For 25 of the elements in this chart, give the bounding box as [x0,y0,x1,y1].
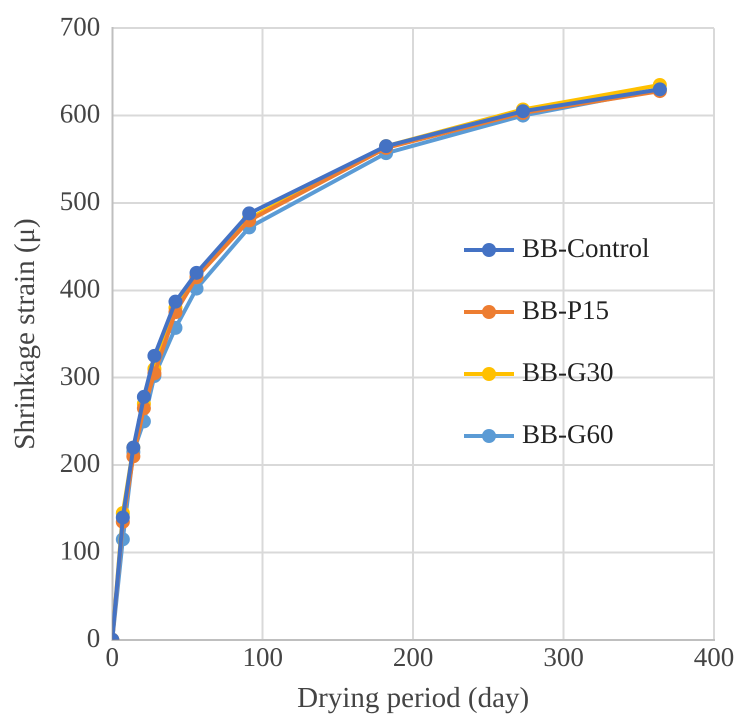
y-tick-label: 500 [60,186,100,216]
point [147,348,162,363]
point [242,206,256,220]
legend-label: BB-P15 [522,295,610,326]
legend-label: BB-Control [522,233,650,264]
y-tick-label: 0 [86,622,100,653]
x-axis-title: Drying period (day) [297,682,530,714]
point [136,390,151,404]
x-tick-label: 300 [543,642,584,672]
y-axis-title: Shrinkage strain (μ) [9,218,42,450]
x-tick-label: 0 [106,642,120,672]
y-tick-label: 100 [60,536,100,566]
point [168,294,182,309]
x-tick-label: 400 [694,642,734,672]
point [116,510,130,524]
point [190,266,204,280]
legend-label: BB-G30 [522,357,614,388]
y-tick-label: 300 [60,360,100,391]
y-tick-label: 200 [60,448,100,478]
x-tick-label: 200 [392,642,434,672]
y-tick-label: 400 [60,273,100,304]
y-tick-label: 600 [60,98,100,129]
legend-label: BB-G60 [522,419,614,450]
x-tick-label: 100 [242,642,283,672]
y-tick-label: 700 [60,11,100,42]
